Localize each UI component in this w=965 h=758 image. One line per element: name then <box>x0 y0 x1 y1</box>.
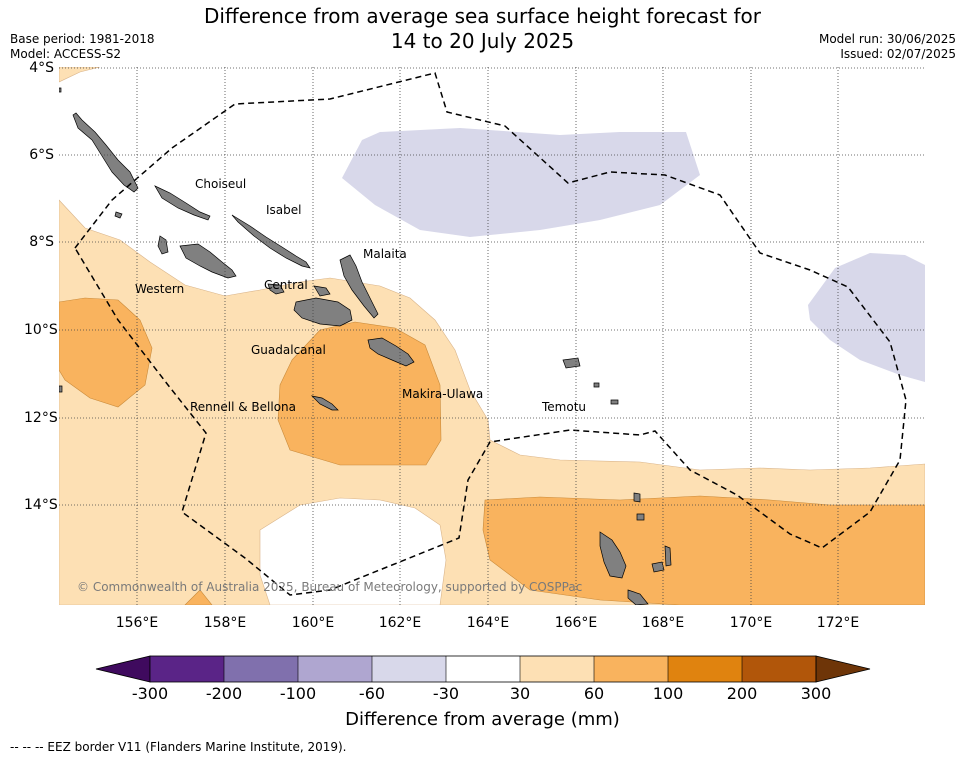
colorbar-tick-4: -60 <box>358 684 386 703</box>
meta-left: Base period: 1981-2018 Model: ACCESS-S2 <box>10 32 155 62</box>
colorbar-tick-2: -200 <box>205 684 243 703</box>
colorbar-bin-5 <box>446 656 520 682</box>
vanuatu-banks <box>633 492 641 503</box>
colorbar-tick-1: -300 <box>131 684 169 703</box>
region-label-temotu: Temotu <box>542 400 587 414</box>
colorbar-tick-10: 300 <box>800 684 832 703</box>
colorbar-extend-high <box>815 655 871 683</box>
vanuatu-malekula <box>651 561 665 573</box>
vanuatu-torres <box>636 513 645 521</box>
lon-label-166e: 166°E <box>554 615 598 631</box>
eez-legend-note: -- -- -- EEZ border V11 (Flanders Marine… <box>10 740 347 754</box>
colorbar-bin-4 <box>372 656 446 682</box>
colorbar-tick-3: -100 <box>279 684 317 703</box>
lat-label-12s: 12°S <box>24 410 58 426</box>
region-label-western: Western <box>135 282 185 296</box>
colorbar-bin-3 <box>298 656 372 682</box>
newgeorgia-island <box>179 243 237 279</box>
contour-neg-east <box>808 253 925 382</box>
vanuatu-espiritu <box>599 531 627 579</box>
vanuatu-efate <box>627 589 649 605</box>
lat-label-8s: 8°S <box>29 234 54 250</box>
meta-right: Model run: 30/06/2025 Issued: 02/07/2025 <box>819 32 956 62</box>
makira-island <box>367 337 415 367</box>
contour-white-hole <box>259 497 447 605</box>
bougainville-tip <box>59 87 62 93</box>
region-label-makira-ulawa: Makira-Ulawa <box>402 387 484 401</box>
contour-60-100-southeast <box>482 495 925 605</box>
map-area <box>59 67 925 605</box>
vanikoro-island <box>610 399 619 405</box>
lon-label-162e: 162°E <box>378 615 422 631</box>
rendova-island <box>157 235 169 255</box>
colorbar-bin-8 <box>668 656 742 682</box>
region-label-choiseul: Choiseul <box>195 177 247 191</box>
model-name: Model: ACCESS-S2 <box>10 47 122 61</box>
utupua-island <box>593 382 600 388</box>
malaita-island <box>339 254 379 319</box>
vanuatu-ambae <box>664 545 672 567</box>
base-period: Base period: 1981-2018 <box>10 32 155 46</box>
colorbar <box>95 655 871 683</box>
colorbar-tick-5: -30 <box>432 684 460 703</box>
colorbar-tick-8: 100 <box>652 684 684 703</box>
issued-date: Issued: 02/07/2025 <box>840 47 956 61</box>
colorbar-bin-9 <box>742 656 816 682</box>
lon-label-164e: 164°E <box>466 615 510 631</box>
region-label-guadalcanal: Guadalcanal <box>251 343 326 357</box>
colorbar-tick-6: 30 <box>509 684 531 703</box>
savo-island <box>313 285 331 297</box>
lat-label-10s: 10°S <box>24 322 58 338</box>
chart-title: Difference from average sea surface heig… <box>0 4 965 54</box>
vella-island <box>154 185 211 221</box>
colorbar-extend-low <box>95 655 151 683</box>
contour-60-100-west <box>59 297 153 408</box>
rennell-island <box>310 395 339 411</box>
choiseul-island <box>72 112 139 193</box>
colorbar-title: Difference from average (mm) <box>345 709 620 730</box>
eez-border <box>74 72 907 596</box>
lon-label-170e: 170°E <box>729 615 773 631</box>
shortland-island <box>114 211 123 219</box>
colorbar-bin-7 <box>594 656 668 682</box>
lat-label-6s: 6°S <box>29 147 54 163</box>
model-run: Model run: 30/06/2025 <box>818 32 956 46</box>
colorbar-tick-9: 200 <box>726 684 758 703</box>
colorbar-bin-2 <box>224 656 298 682</box>
ndeni-island <box>562 357 581 369</box>
lon-label-172e: 172°E <box>816 615 860 631</box>
isabel-island <box>231 214 311 269</box>
contour-30-60-top <box>59 67 101 83</box>
title-line-1: Difference from average sea surface heig… <box>203 4 762 28</box>
guadalcanal-island <box>293 297 353 327</box>
region-label-central: Central <box>264 278 308 292</box>
lon-label-168e: 168°E <box>641 615 685 631</box>
lon-label-156e: 156°E <box>115 615 159 631</box>
colorbar-bin-1 <box>150 656 224 682</box>
region-label-rennell-bellona: Rennell & Bellona <box>190 400 297 414</box>
region-label-isabel: Isabel <box>266 203 302 217</box>
lat-label-14s: 14°S <box>24 497 58 513</box>
lat-label-4s: 4°S <box>29 60 54 76</box>
colorbar-bin-6 <box>520 656 594 682</box>
lon-label-160e: 160°E <box>291 615 335 631</box>
colorbar-tick-7: 60 <box>583 684 605 703</box>
region-label-malaita: Malaita <box>363 247 407 261</box>
gridlines <box>59 67 925 605</box>
copyright-notice: © Commonwealth of Australia 2025, Bureau… <box>77 580 583 594</box>
land-masses <box>59 87 672 605</box>
florida-island <box>267 283 285 295</box>
lon-label-158e: 158°E <box>203 615 247 631</box>
title-line-2: 14 to 20 July 2025 <box>390 29 575 53</box>
contour-60-100-south <box>184 589 213 605</box>
west-islet <box>59 385 63 393</box>
